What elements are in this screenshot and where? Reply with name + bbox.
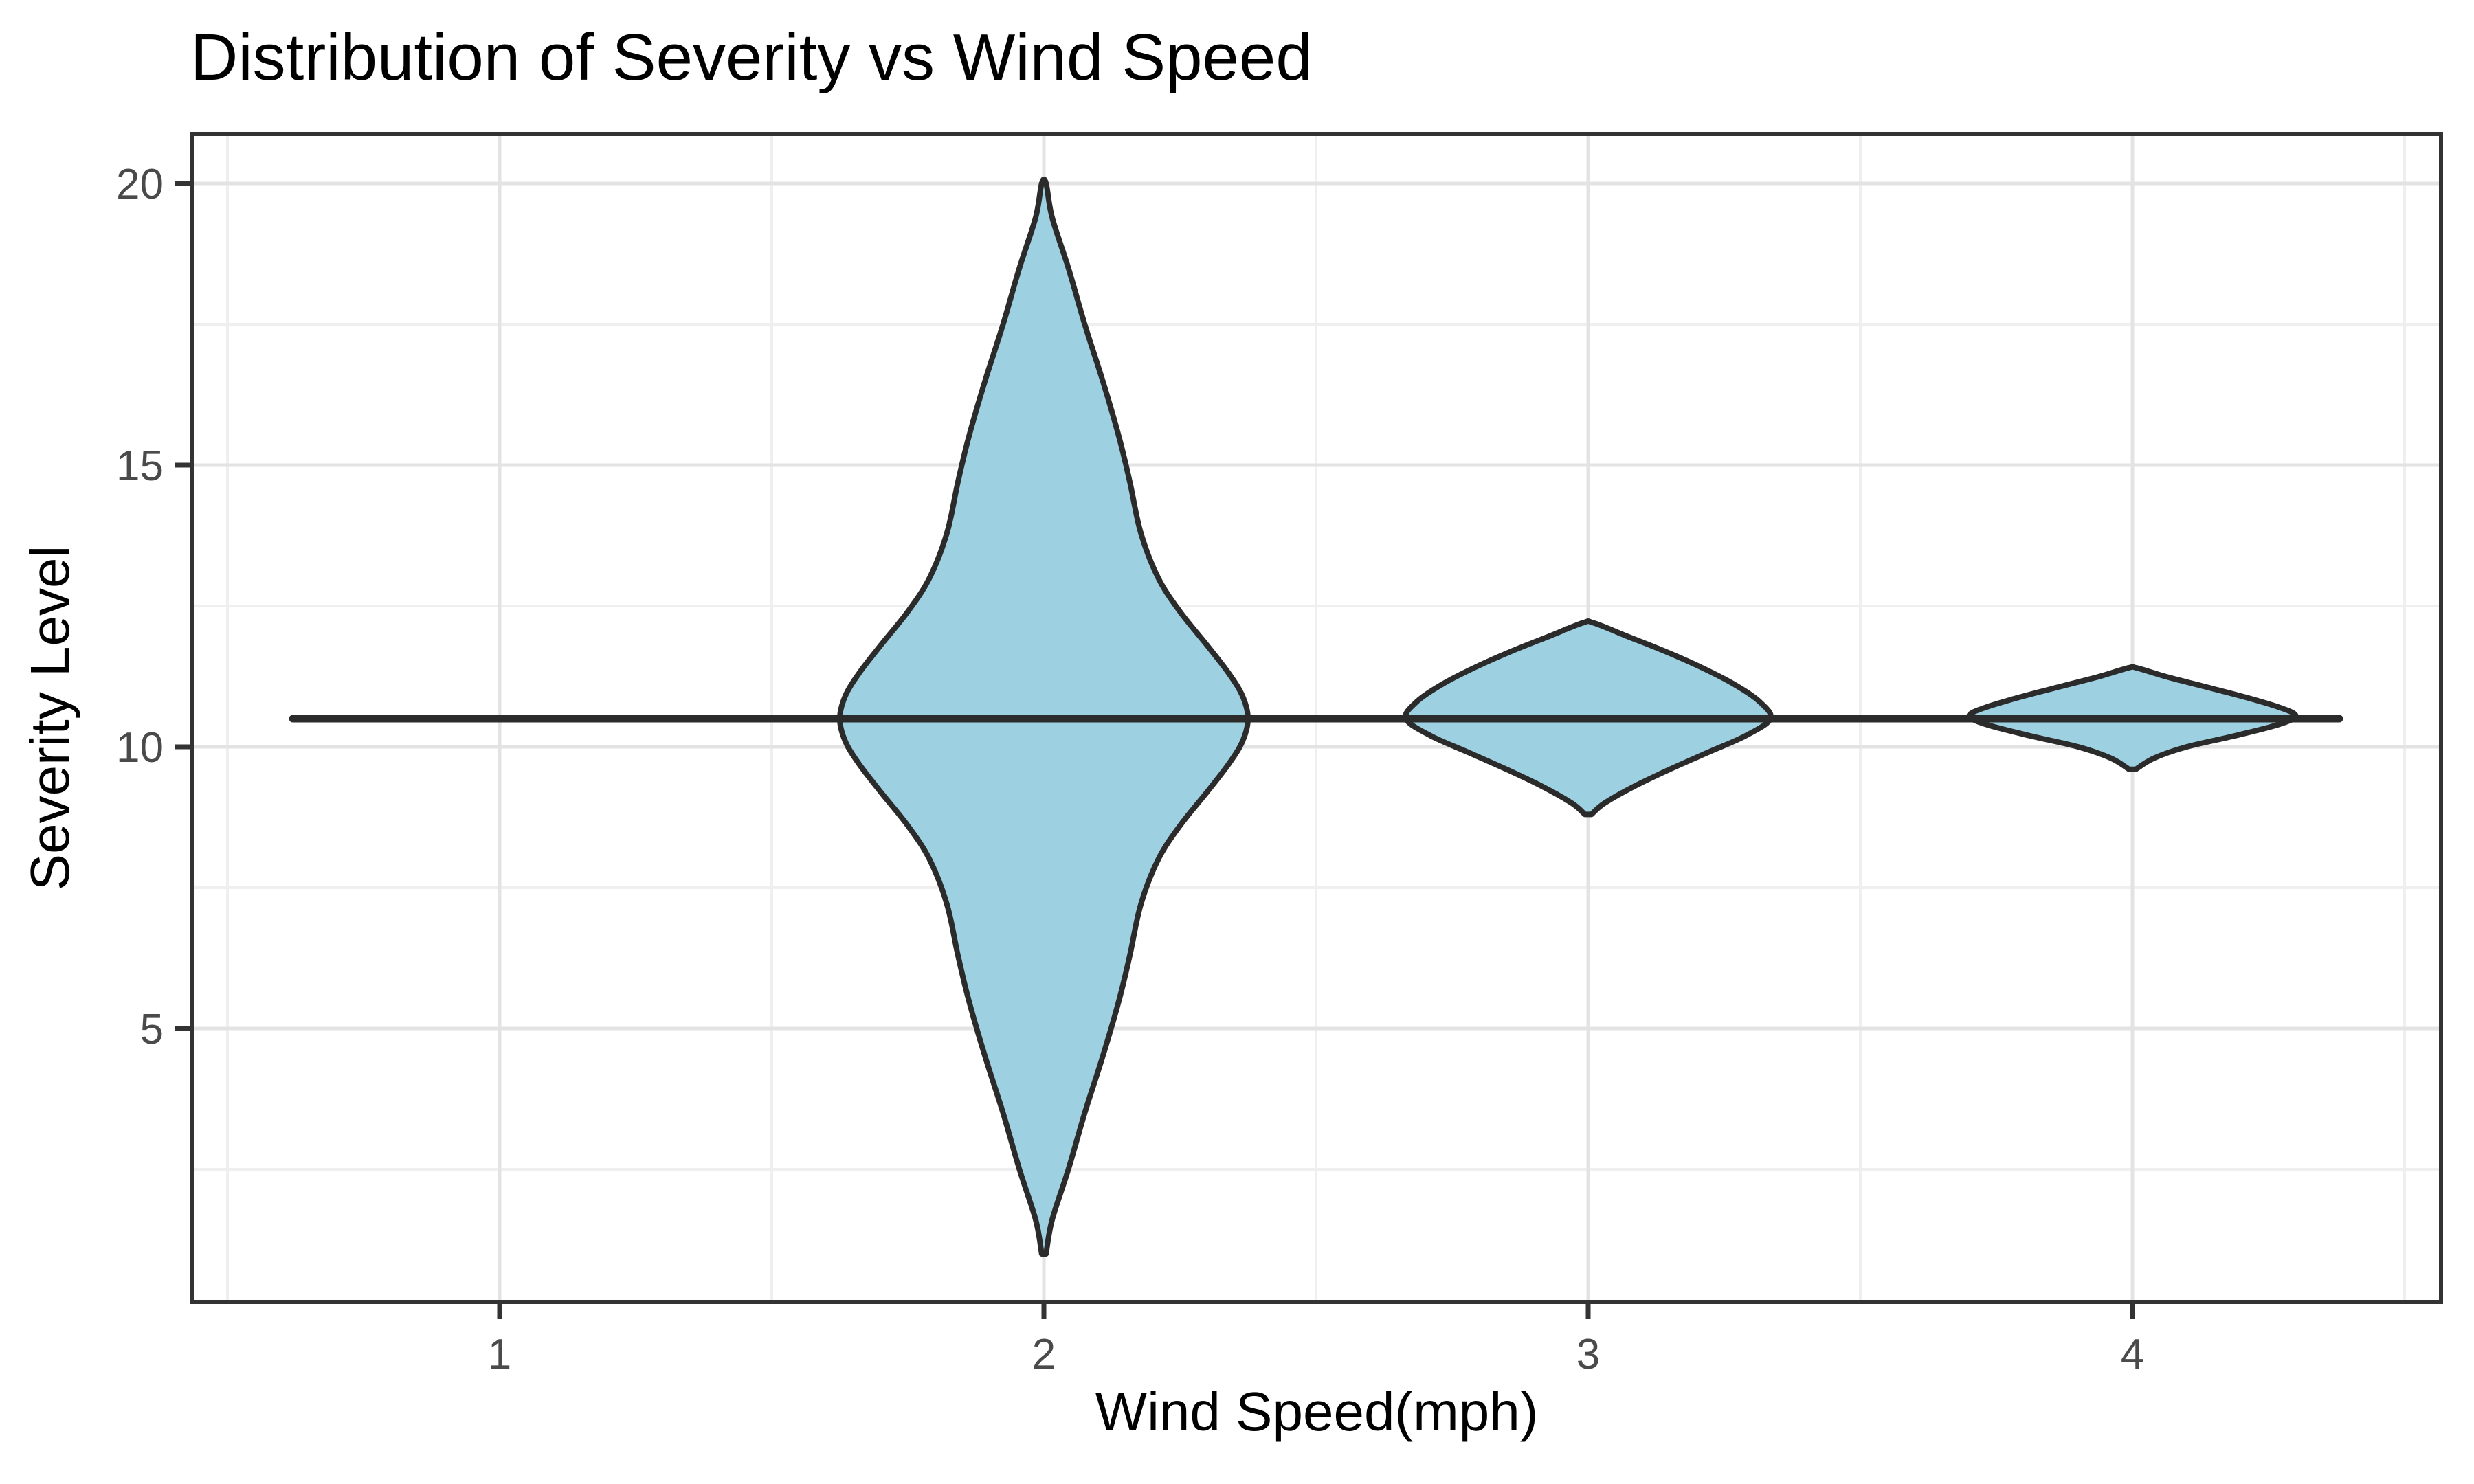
y-tick-label: 5 bbox=[140, 1006, 164, 1053]
x-tick-label: 1 bbox=[488, 1331, 511, 1378]
axis-tick-marks bbox=[175, 181, 2135, 1319]
y-tick-label: 20 bbox=[116, 161, 164, 208]
chart-title: Distribution of Severity vs Wind Speed bbox=[190, 21, 1313, 94]
y-tick-label: 10 bbox=[116, 724, 164, 772]
panel-border bbox=[190, 132, 2443, 1304]
x-tick-label: 3 bbox=[1576, 1331, 1600, 1378]
minor-gridlines bbox=[192, 134, 2441, 1302]
y-axis-title: Severity Level bbox=[19, 546, 80, 890]
x-tick-labels: 1 2 3 4 bbox=[488, 1331, 2144, 1378]
y-tick-labels: 20 15 10 5 bbox=[116, 161, 164, 1053]
y-tick-label: 15 bbox=[116, 442, 164, 490]
x-axis-title: Wind Speed(mph) bbox=[1095, 1381, 1539, 1442]
x-tick-label: 4 bbox=[2121, 1331, 2144, 1378]
x-tick-label: 2 bbox=[1032, 1331, 1056, 1378]
